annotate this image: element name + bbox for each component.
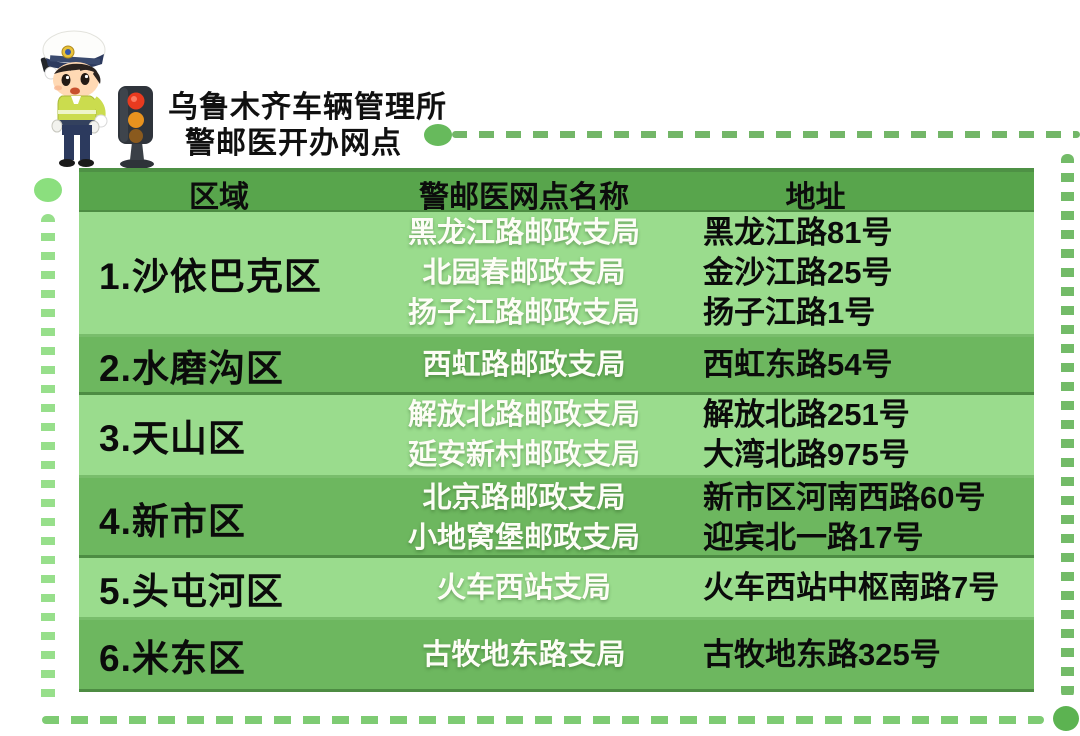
decor-dot-bottom-right [1053, 706, 1079, 731]
address-text: 西虹东路54号 [703, 346, 893, 382]
address-cell: 黑龙江路81号 金沙江路25号 扬子江路1号 [689, 212, 1034, 334]
police-officer-figure [40, 30, 108, 167]
table-row: 1.沙依巴克区 黑龙江路邮政支局 北园春邮政支局 扬子江路邮政支局 黑龙江路81号 金沙江… [79, 212, 1034, 337]
dashed-border-bottom [42, 716, 1044, 724]
outlet-name: 扬子江路邮政支局 [407, 297, 640, 329]
table-row: 2.水磨沟区 西虹路邮政支局 西虹东路54号 [79, 337, 1034, 395]
outlet-name-cell: 北京路邮政支局 小地窝堡邮政支局 [359, 478, 689, 558]
network-table: 区域 警邮医网点名称 地址 1.沙依巴克区 黑龙江路邮政支局 北园春邮政支局 扬子江路… [79, 168, 1034, 692]
region-cell: 6.米东区 [99, 637, 246, 679]
address-text: 金沙江路25号 [703, 255, 893, 290]
table-header-row: 区域 警邮医网点名称 地址 [79, 168, 1034, 214]
outlet-name: 西虹路邮政支局 [422, 348, 626, 381]
address-cell: 新市区河南西路60号 迎宾北一路17号 [689, 478, 1034, 558]
outlet-name-cell: 西虹路邮政支局 [359, 337, 689, 392]
address-text: 扬子江路1号 [703, 295, 876, 330]
outlet-name-cell: 解放北路邮政支局 延安新村邮政支局 [359, 395, 689, 475]
outlet-name: 古牧地东路支局 [422, 638, 626, 671]
address-cell: 古牧地东路325号 [689, 620, 1034, 689]
outlet-name-cell: 古牧地东路支局 [359, 620, 689, 689]
address-text: 解放北路251号 [703, 397, 910, 432]
traffic-police-mascot [40, 30, 154, 169]
outlet-name: 火车西站支局 [436, 571, 611, 604]
outlet-name-cell: 黑龙江路邮政支局 北园春邮政支局 扬子江路邮政支局 [359, 212, 689, 334]
outlet-name: 小地窝堡邮政支局 [407, 522, 640, 554]
table-row: 6.米东区 古牧地东路支局 古牧地东路325号 [79, 620, 1034, 692]
title-line-1: 乌鲁木齐车辆管理所 [168, 91, 447, 124]
address-text: 大湾北路975号 [703, 437, 910, 472]
dashed-border-top [452, 131, 1080, 138]
region-cell: 5.头屯河区 [99, 570, 284, 612]
decor-dot-left [34, 178, 62, 202]
outlet-name: 北京路邮政支局 [422, 482, 626, 514]
title-line-2: 警邮医开办网点 [185, 127, 402, 160]
header-region: 区域 [189, 181, 249, 214]
dashed-border-right [1061, 154, 1074, 698]
outlet-name: 解放北路邮政支局 [407, 399, 640, 431]
address-cell: 解放北路251号 大湾北路975号 [689, 395, 1034, 475]
outlet-name: 延安新村邮政支局 [407, 439, 640, 471]
region-cell: 3.天山区 [99, 418, 246, 459]
traffic-light-icon [118, 86, 154, 169]
outlet-name: 黑龙江路邮政支局 [407, 217, 640, 249]
region-cell: 2.水磨沟区 [99, 347, 284, 389]
address-text: 迎宾北一路17号 [703, 520, 924, 555]
header-outlet-name: 警邮医网点名称 [419, 181, 629, 214]
address-text: 新市区河南西路60号 [703, 480, 986, 515]
address-text: 黑龙江路81号 [703, 215, 893, 250]
table-row: 4.新市区 北京路邮政支局 小地窝堡邮政支局 新市区河南西路60号 迎宾北一路17号 [79, 478, 1034, 558]
outlet-name-cell: 火车西站支局 [359, 558, 689, 617]
outlet-name: 北园春邮政支局 [422, 257, 626, 289]
address-text: 火车西站中枢南路7号 [703, 569, 1000, 605]
header-address: 地址 [785, 181, 846, 214]
table-row: 5.头屯河区 火车西站支局 火车西站中枢南路7号 [79, 558, 1034, 620]
region-cell: 4.新市区 [99, 501, 246, 542]
region-cell: 1.沙依巴克区 [99, 256, 322, 297]
page-title: 乌鲁木齐车辆管理所 警邮医开办网点 [168, 90, 447, 162]
address-text: 古牧地东路325号 [703, 636, 941, 672]
decor-dot-top [424, 124, 452, 146]
network-table-body: 1.沙依巴克区 黑龙江路邮政支局 北园春邮政支局 扬子江路邮政支局 黑龙江路81号 金沙江… [79, 212, 1034, 692]
table-row: 3.天山区 解放北路邮政支局 延安新村邮政支局 解放北路251号 大湾北路975号 [79, 395, 1034, 478]
address-cell: 西虹东路54号 [689, 337, 1034, 392]
address-cell: 火车西站中枢南路7号 [689, 558, 1034, 617]
dashed-border-left [41, 214, 55, 708]
